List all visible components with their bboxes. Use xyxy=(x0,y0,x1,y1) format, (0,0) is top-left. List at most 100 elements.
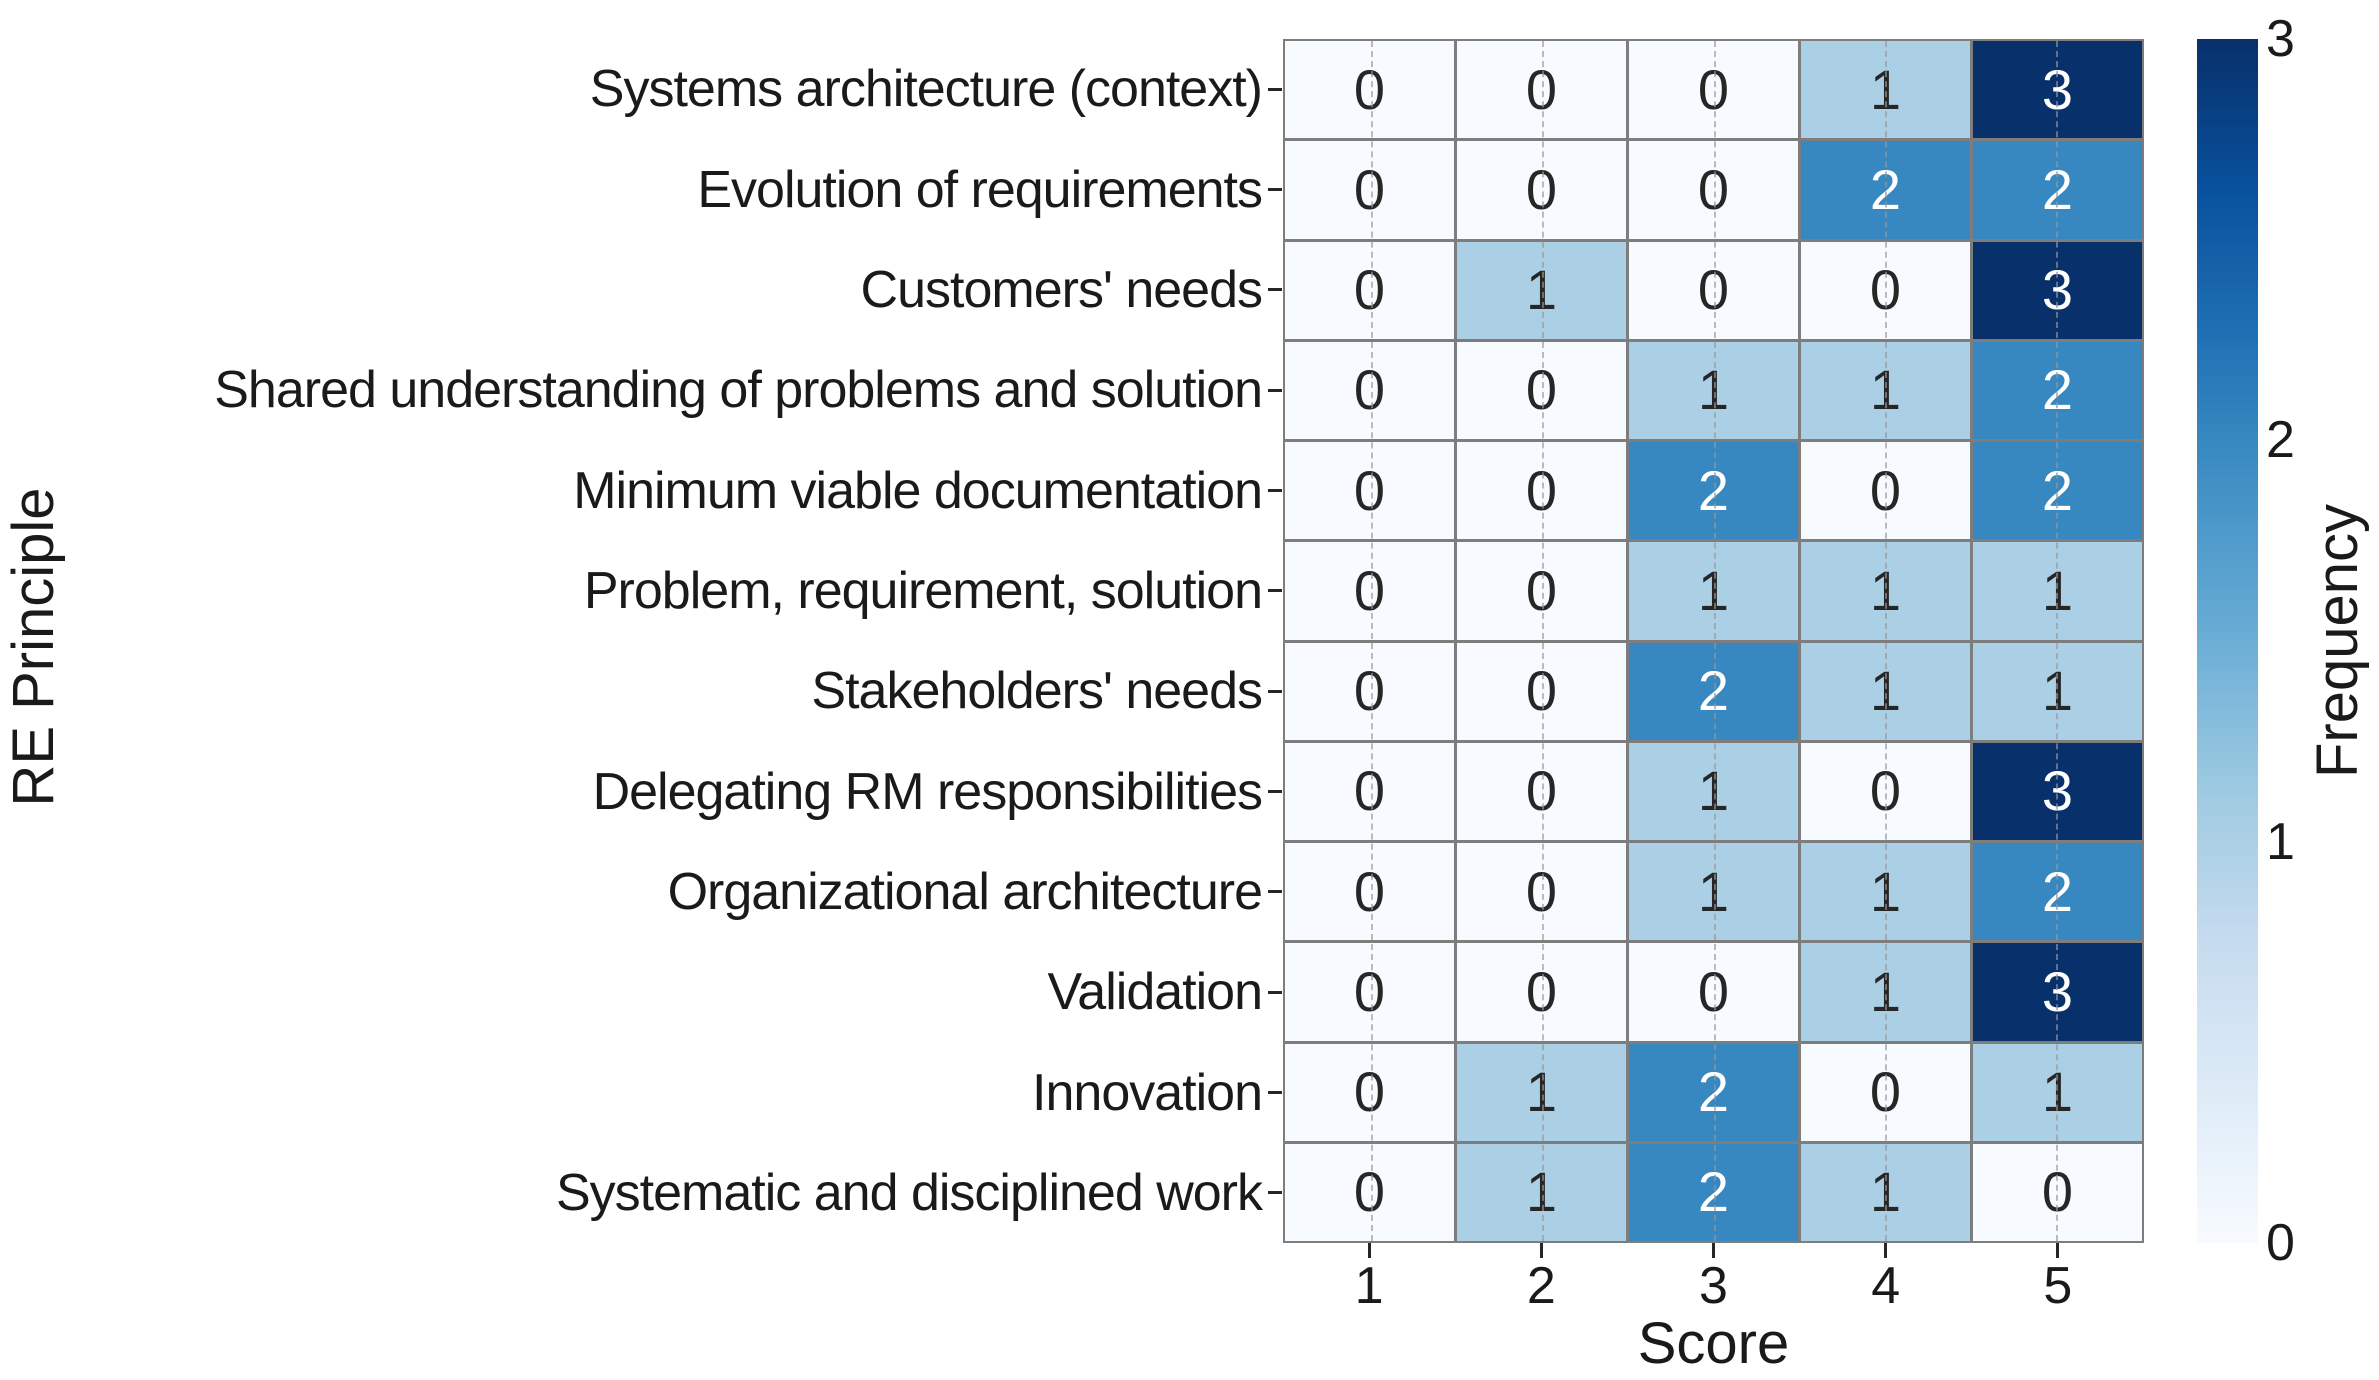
x-tick-mark xyxy=(2056,1243,2060,1258)
heatmap-cell: 2 xyxy=(1629,642,1798,740)
x-tick-label: 3 xyxy=(1699,1257,1728,1315)
heatmap-cell: 0 xyxy=(1285,943,1454,1041)
y-tick-mark xyxy=(1268,1091,1282,1094)
heatmap-cell: 2 xyxy=(1973,341,2142,439)
y-tick-label: Validation xyxy=(1047,963,1263,1022)
x-tick-label: 5 xyxy=(2043,1257,2073,1315)
heatmap-cell: 1 xyxy=(1801,1143,1970,1241)
heatmap-cell: 1 xyxy=(1973,542,2142,640)
heatmap-cell: 1 xyxy=(1457,241,1626,339)
heatmap-cell: 1 xyxy=(1801,843,1970,941)
heatmap-cell: 0 xyxy=(1285,141,1454,239)
y-tick-label: Shared understanding of problems and sol… xyxy=(214,361,1263,420)
heatmap-cell: 0 xyxy=(1285,542,1454,640)
y-tick-label: Organizational architecture xyxy=(667,862,1263,921)
y-tick-mark xyxy=(1268,288,1282,292)
heatmap-cell: 1 xyxy=(1457,1043,1626,1141)
heatmap-cell: 0 xyxy=(1457,542,1626,640)
y-tick-label: Problem, requirement, solution xyxy=(583,561,1263,620)
heatmap-cell: 3 xyxy=(1973,41,2142,139)
heatmap-cell: 2 xyxy=(1973,442,2142,540)
heatmap-cell: 0 xyxy=(1285,642,1454,740)
heatmap-cell: 3 xyxy=(1973,241,2142,339)
heatmap-cell: 0 xyxy=(1457,341,1626,439)
x-tick-mark xyxy=(1367,1243,1371,1258)
x-tick-label: 2 xyxy=(1526,1257,1556,1315)
heatmap-cell: 0 xyxy=(1457,943,1626,1041)
colorbar xyxy=(2197,39,2258,1243)
heatmap-cell: 1 xyxy=(1629,843,1798,941)
heatmap-cell: 1 xyxy=(1629,742,1798,840)
y-tick-label: Evolution of requirements xyxy=(697,160,1263,219)
heatmap-cell: 2 xyxy=(1973,843,2142,941)
heatmap-cell: 1 xyxy=(1973,642,2142,740)
x-axis-label: Score xyxy=(1637,1311,1790,1376)
heatmap-cell: 0 xyxy=(1801,241,1970,339)
heatmap-cell: 0 xyxy=(1285,41,1454,139)
heatmap-cell: 0 xyxy=(1629,241,1798,339)
colorbar-tick-label: 0 xyxy=(2266,1214,2295,1272)
y-tick-mark xyxy=(1268,890,1282,894)
y-tick-label: Delegating RM responsibilities xyxy=(592,762,1263,821)
y-tick-mark xyxy=(1268,589,1282,593)
heatmap-cell: 2 xyxy=(1801,141,1970,239)
heatmap-cell: 1 xyxy=(1801,341,1970,439)
x-tick-mark xyxy=(1884,1243,1888,1258)
heatmap-cell: 0 xyxy=(1457,642,1626,740)
heatmap-cell: 0 xyxy=(1457,141,1626,239)
heatmap-cell: 0 xyxy=(1285,341,1454,439)
heatmap-cell: 0 xyxy=(1457,843,1626,941)
y-tick-mark xyxy=(1268,87,1282,91)
heatmap-cell: 0 xyxy=(1973,1143,2142,1241)
y-tick-label: Customers' needs xyxy=(860,260,1263,319)
heatmap-cell: 1 xyxy=(1973,1043,2142,1141)
heatmap-cell: 1 xyxy=(1457,1143,1626,1241)
x-tick-label: 4 xyxy=(1871,1257,1901,1315)
heatmap-cell: 0 xyxy=(1801,742,1970,840)
colorbar-label: Frequency xyxy=(2305,503,2370,779)
heatmap-cell: 0 xyxy=(1629,943,1798,1041)
x-tick-mark xyxy=(1539,1243,1543,1258)
x-tick-label: 1 xyxy=(1354,1257,1384,1315)
heatmap-cell: 0 xyxy=(1457,442,1626,540)
colorbar-tick-label: 3 xyxy=(2266,10,2295,68)
heatmap-cell: 1 xyxy=(1801,41,1970,139)
heatmap-cell: 0 xyxy=(1285,442,1454,540)
heatmap-cell: 0 xyxy=(1801,442,1970,540)
y-tick-label: Innovation xyxy=(1032,1063,1263,1122)
y-tick-mark xyxy=(1268,689,1282,693)
heatmap-cell: 1 xyxy=(1801,542,1970,640)
heatmap-cell: 1 xyxy=(1801,642,1970,740)
x-tick-mark xyxy=(1712,1243,1715,1258)
y-tick-mark xyxy=(1268,790,1282,793)
heatmap-cell: 3 xyxy=(1973,943,2142,1041)
heatmap-cell: 0 xyxy=(1285,1143,1454,1241)
heatmap-cell: 0 xyxy=(1457,41,1626,139)
y-tick-label: Systems architecture (context) xyxy=(589,60,1263,119)
heatmap-cell: 0 xyxy=(1285,241,1454,339)
y-tick-label: Systematic and disciplined work xyxy=(556,1163,1263,1222)
y-tick-mark xyxy=(1268,1191,1282,1195)
heatmap-cell: 1 xyxy=(1629,341,1798,439)
heatmap-cell: 3 xyxy=(1973,742,2142,840)
y-tick-mark xyxy=(1268,489,1282,492)
heatmap-cell: 0 xyxy=(1457,742,1626,840)
heatmap-cell: 0 xyxy=(1629,41,1798,139)
heatmap-cell: 2 xyxy=(1629,1043,1798,1141)
colorbar-tick-label: 2 xyxy=(2266,411,2295,470)
heatmap-cell: 1 xyxy=(1801,943,1970,1041)
heatmap-cell: 0 xyxy=(1801,1043,1970,1141)
y-tick-mark xyxy=(1268,388,1282,392)
heatmap-cell: 0 xyxy=(1629,141,1798,239)
heatmap-cell: 2 xyxy=(1629,1143,1798,1241)
heatmap-cell: 0 xyxy=(1285,742,1454,840)
y-tick-mark xyxy=(1268,990,1282,994)
heatmap-cell: 2 xyxy=(1629,442,1798,540)
y-tick-label: Stakeholders' needs xyxy=(811,662,1263,721)
heatmap-cell: 0 xyxy=(1285,1043,1454,1141)
y-tick-label: Minimum viable documentation xyxy=(573,461,1263,520)
heatmap-cell: 0 xyxy=(1285,843,1454,941)
